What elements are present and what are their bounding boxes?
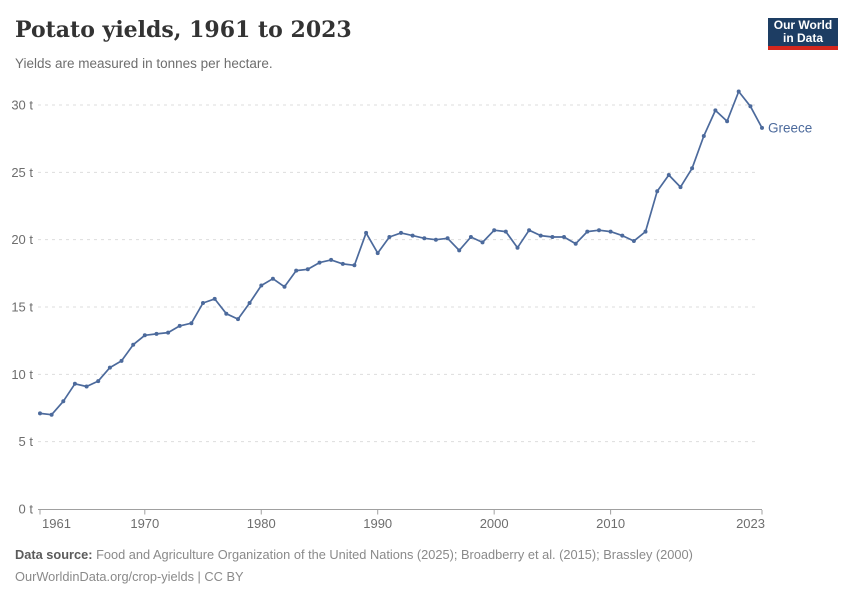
data-point[interactable]: [317, 260, 322, 265]
data-point[interactable]: [585, 229, 590, 234]
data-point[interactable]: [445, 236, 450, 241]
data-point[interactable]: [72, 381, 77, 386]
data-point[interactable]: [410, 233, 415, 238]
data-point[interactable]: [678, 185, 683, 190]
data-point[interactable]: [131, 342, 136, 347]
data-point[interactable]: [736, 89, 741, 94]
data-source-text: Food and Agriculture Organization of the…: [92, 547, 693, 562]
data-point[interactable]: [294, 268, 299, 273]
data-point[interactable]: [119, 358, 124, 363]
data-point[interactable]: [107, 365, 112, 370]
data-point[interactable]: [666, 173, 671, 177]
data-point[interactable]: [49, 412, 54, 417]
data-point[interactable]: [399, 230, 403, 235]
data-point[interactable]: [608, 229, 613, 234]
data-point[interactable]: [573, 241, 578, 246]
data-line-greece[interactable]: [39, 90, 763, 416]
license-line: OurWorldinData.org/crop-yields | CC BY: [15, 568, 244, 584]
x-tick-label: 1990: [363, 516, 392, 531]
data-point[interactable]: [364, 230, 369, 235]
x-tick-label: 1961: [42, 516, 71, 531]
data-point[interactable]: [154, 331, 159, 336]
data-point[interactable]: [538, 233, 543, 238]
data-source-line: Data source: Food and Agriculture Organi…: [15, 544, 735, 566]
data-point[interactable]: [38, 411, 42, 416]
y-tick-label: 5 t: [19, 434, 34, 449]
data-point[interactable]: [142, 333, 147, 338]
data-point[interactable]: [701, 134, 706, 138]
data-point[interactable]: [259, 283, 264, 288]
data-point[interactable]: [201, 301, 205, 305]
page-subtitle: Yields are measured in tonnes per hectar…: [15, 56, 273, 71]
data-point[interactable]: [562, 235, 566, 239]
data-point[interactable]: [748, 104, 753, 109]
data-point[interactable]: [166, 330, 171, 335]
data-point[interactable]: [340, 261, 345, 266]
data-point[interactable]: [655, 189, 660, 194]
data-point[interactable]: [725, 119, 730, 124]
data-point[interactable]: [515, 245, 520, 250]
data-point[interactable]: [270, 276, 275, 281]
data-point[interactable]: [189, 321, 194, 326]
data-point[interactable]: [305, 267, 310, 272]
data-point[interactable]: [96, 379, 101, 384]
data-point[interactable]: [224, 311, 229, 316]
data-point[interactable]: [597, 228, 601, 233]
x-tick-label: 1970: [130, 516, 159, 531]
y-tick-label: 0 t: [19, 502, 34, 517]
data-point[interactable]: [503, 229, 508, 234]
data-point[interactable]: [236, 317, 240, 322]
y-tick-label: 15 t: [11, 300, 33, 315]
page-title: Potato yields, 1961 to 2023: [15, 17, 352, 43]
data-point[interactable]: [713, 108, 718, 113]
data-point[interactable]: [387, 235, 392, 239]
data-point[interactable]: [620, 233, 625, 238]
data-point[interactable]: [643, 229, 648, 234]
data-point[interactable]: [212, 296, 217, 301]
y-tick-label: 30 t: [11, 98, 33, 113]
owid-logo-text-line1: Our World: [773, 18, 833, 32]
owid-logo-text-line2: in Data: [782, 31, 823, 45]
data-point[interactable]: [282, 284, 287, 289]
data-point[interactable]: [457, 248, 462, 253]
data-point[interactable]: [690, 166, 695, 171]
data-point[interactable]: [527, 228, 532, 233]
data-point[interactable]: [433, 237, 438, 242]
y-tick-label: 20 t: [11, 232, 33, 247]
data-point[interactable]: [422, 236, 427, 241]
chart-footer: Data source: Food and Agriculture Organi…: [15, 544, 735, 587]
data-point[interactable]: [329, 257, 334, 262]
x-tick-label: 2010: [596, 516, 625, 531]
data-point[interactable]: [492, 228, 497, 233]
data-point[interactable]: [352, 263, 357, 268]
y-tick-label: 10 t: [11, 367, 33, 382]
data-point[interactable]: [631, 239, 636, 243]
data-source-label: Data source:: [15, 547, 93, 562]
y-tick-label: 25 t: [11, 165, 33, 180]
data-point[interactable]: [247, 301, 252, 305]
x-tick-label: 2000: [480, 516, 509, 531]
x-tick-label: 2023: [736, 516, 765, 531]
data-point[interactable]: [177, 323, 182, 328]
entity-label: Greece: [768, 120, 812, 135]
data-point[interactable]: [468, 235, 473, 239]
data-point[interactable]: [760, 125, 764, 130]
data-point[interactable]: [550, 235, 555, 239]
owid-logo[interactable]: Our World in Data: [768, 18, 838, 50]
data-point[interactable]: [84, 384, 89, 389]
x-tick-label: 1980: [247, 516, 276, 531]
data-point[interactable]: [61, 399, 66, 404]
data-point[interactable]: [375, 251, 380, 256]
data-point[interactable]: [480, 240, 485, 245]
